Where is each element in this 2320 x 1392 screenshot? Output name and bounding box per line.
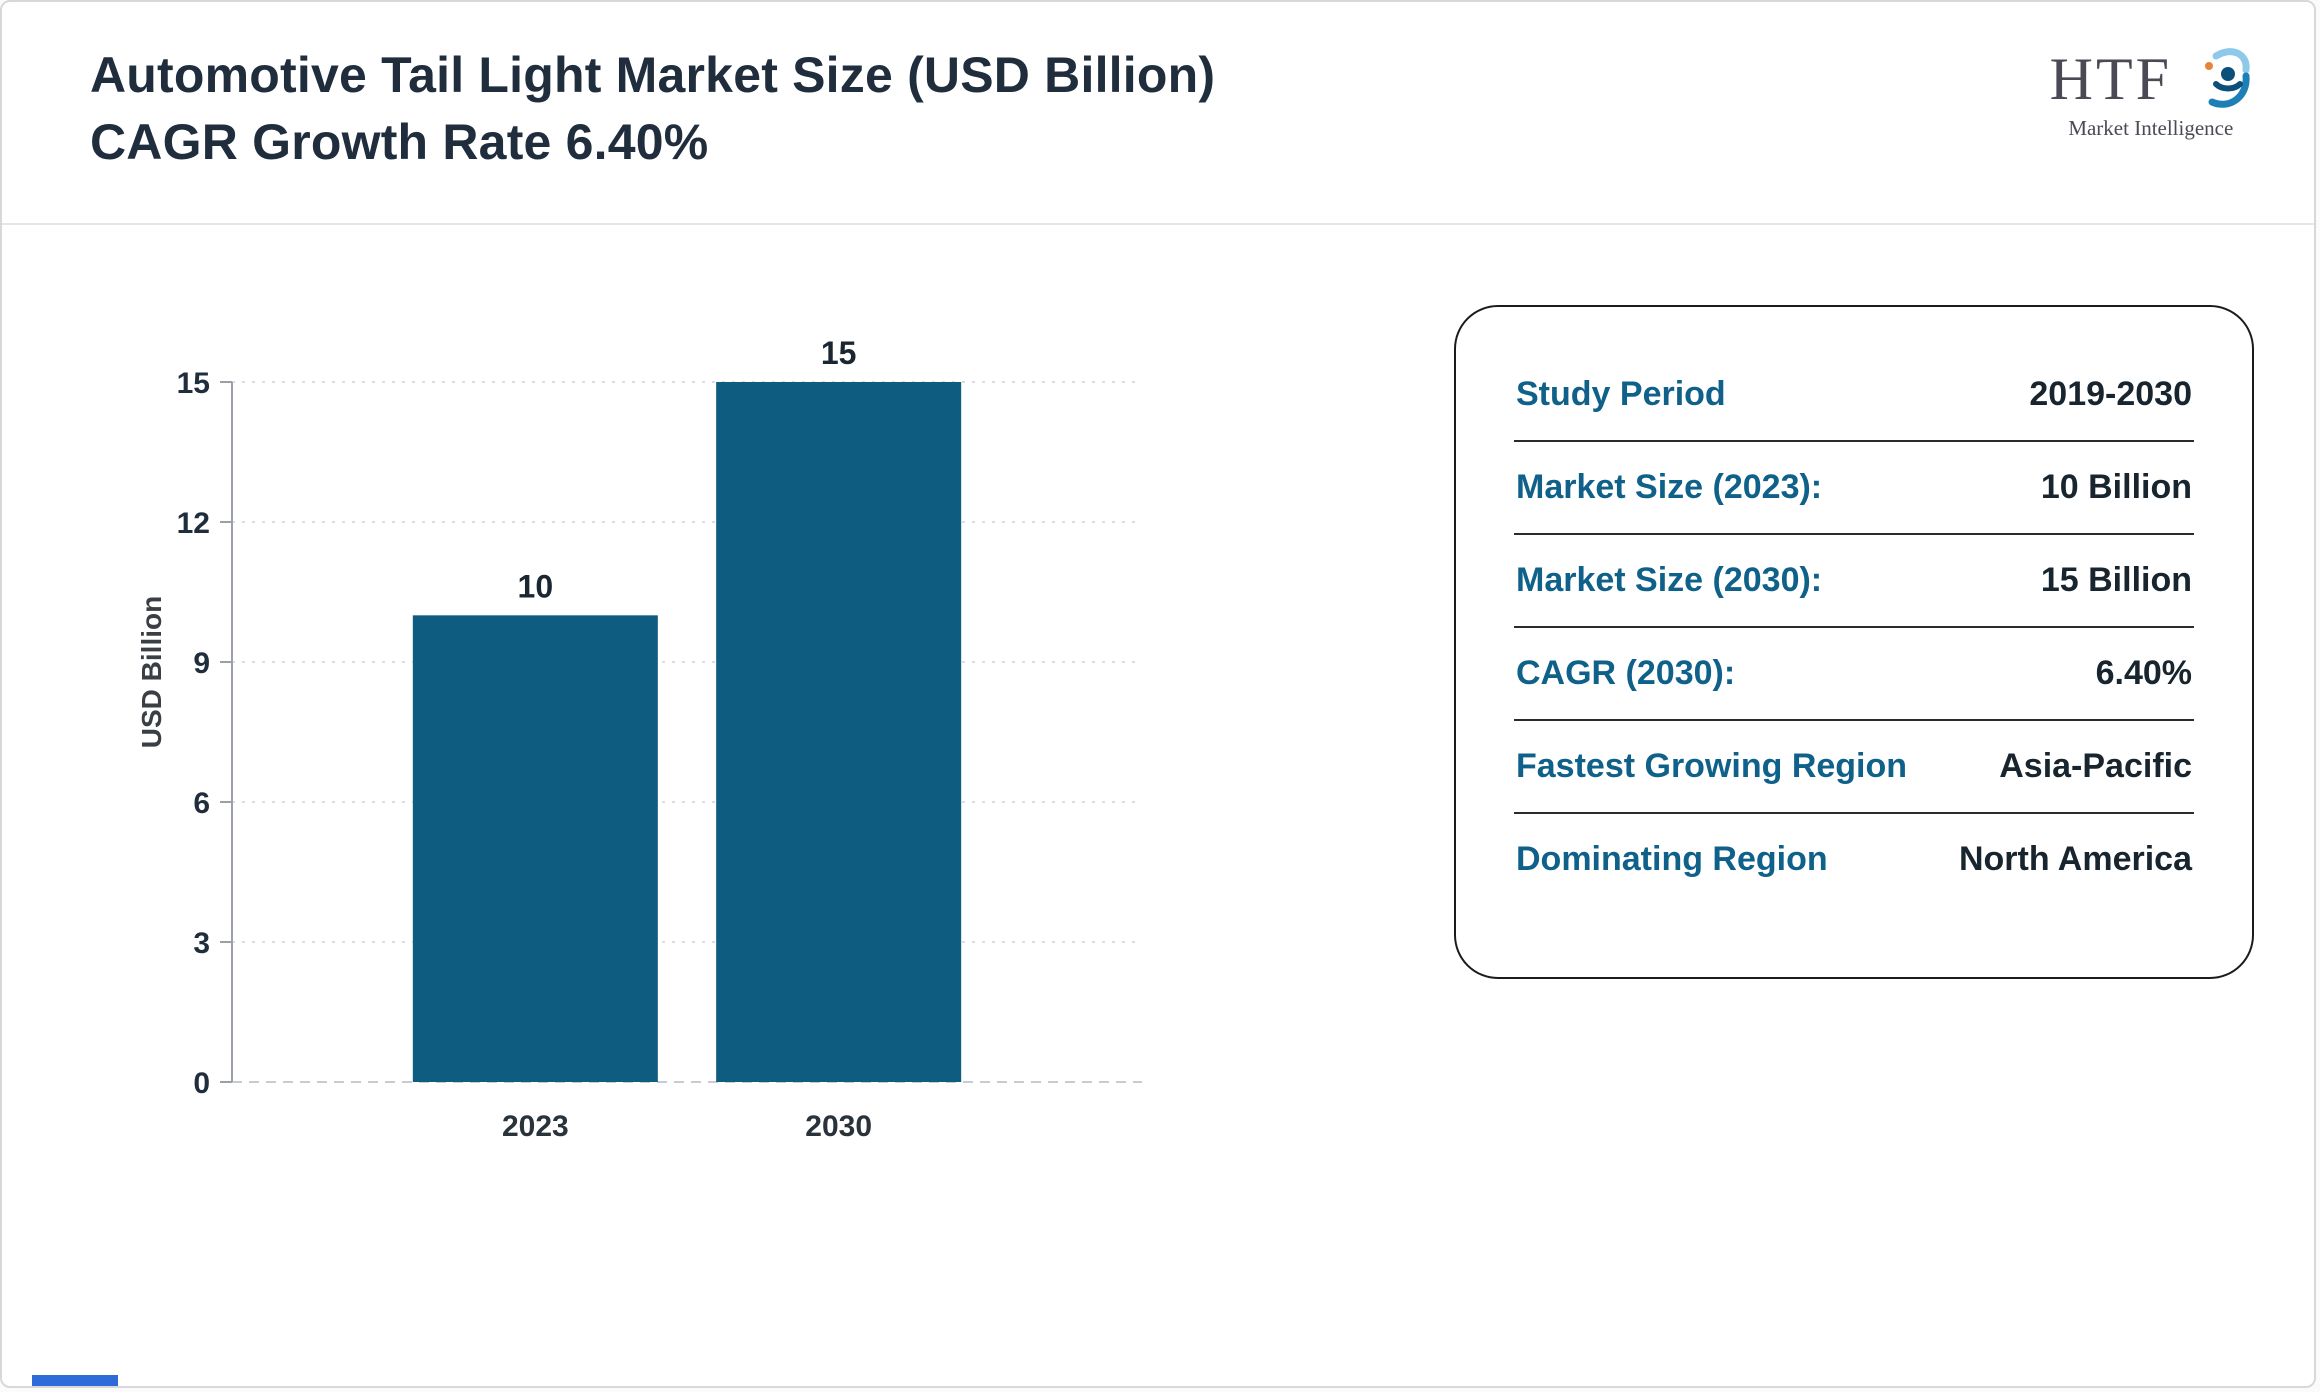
fact-label: Market Size (2023): bbox=[1516, 468, 1823, 506]
logo-text: HTF bbox=[2049, 46, 2172, 112]
summary-card: Study Period 2019-2030 Market Size (2023… bbox=[1454, 305, 2254, 979]
header-divider bbox=[2, 223, 2314, 225]
fact-row-market-size-2030: Market Size (2030): 15 Billion bbox=[1514, 535, 2194, 628]
fact-label: Study Period bbox=[1516, 375, 1726, 413]
bar-2023 bbox=[412, 615, 658, 1082]
bar-2030 bbox=[716, 382, 962, 1082]
bar-value-label: 15 bbox=[821, 335, 857, 371]
bottom-accent-strip bbox=[32, 1375, 118, 1386]
fact-label: CAGR (2030): bbox=[1516, 654, 1736, 692]
fact-row-study-period: Study Period 2019-2030 bbox=[1514, 349, 2194, 442]
y-axis-title: USD Billion bbox=[137, 596, 167, 748]
market-size-bar-chart: 0 3 6 9 12 15 USD Billion 10 2023 15 2030 bbox=[136, 332, 1157, 1167]
y-tick-label: 9 bbox=[193, 647, 210, 680]
bar-value-label: 10 bbox=[518, 568, 554, 604]
y-tick-label: 12 bbox=[177, 507, 210, 540]
page-title-line1: Automotive Tail Light Market Size (USD B… bbox=[90, 47, 1216, 103]
fact-value: 2019-2030 bbox=[2029, 375, 2192, 413]
fact-label: Market Size (2030): bbox=[1516, 561, 1823, 599]
y-tick-label: 3 bbox=[193, 927, 210, 960]
y-tick-label: 15 bbox=[177, 367, 210, 400]
page-title-line2: CAGR Growth Rate 6.40% bbox=[90, 114, 709, 170]
header: Automotive Tail Light Market Size (USD B… bbox=[2, 2, 2314, 223]
fact-row-cagr: CAGR (2030): 6.40% bbox=[1514, 628, 2194, 721]
fact-row-market-size-2023: Market Size (2023): 10 Billion bbox=[1514, 442, 2194, 535]
fact-value: North America bbox=[1958, 840, 2192, 878]
fact-value: 6.40% bbox=[2095, 654, 2192, 692]
logo-subtext: Market Intelligence bbox=[2068, 116, 2234, 140]
y-tick-label: 0 bbox=[193, 1067, 210, 1100]
fact-row-fastest-growing-region: Fastest Growing Region Asia-Pacific bbox=[1514, 721, 2194, 814]
page-title: Automotive Tail Light Market Size (USD B… bbox=[90, 42, 1215, 176]
x-tick-label: 2023 bbox=[502, 1110, 569, 1143]
fact-value: 10 Billion bbox=[2040, 468, 2192, 506]
htf-logo: HTF Market Intelligence bbox=[2050, 44, 2252, 141]
bar-chart-svg: 0 3 6 9 12 15 USD Billion 10 2023 15 2030 bbox=[136, 335, 1142, 1143]
fact-value: 15 Billion bbox=[2040, 561, 2192, 599]
fact-value: Asia-Pacific bbox=[1999, 747, 2192, 785]
fact-label: Fastest Growing Region bbox=[1516, 747, 1908, 785]
logo-swirl-icon bbox=[2205, 48, 2250, 108]
x-tick-label: 2030 bbox=[805, 1110, 872, 1143]
fact-label: Dominating Region bbox=[1516, 840, 1828, 878]
y-tick-label: 6 bbox=[193, 787, 210, 820]
fact-row-dominating-region: Dominating Region North America bbox=[1514, 814, 2194, 905]
